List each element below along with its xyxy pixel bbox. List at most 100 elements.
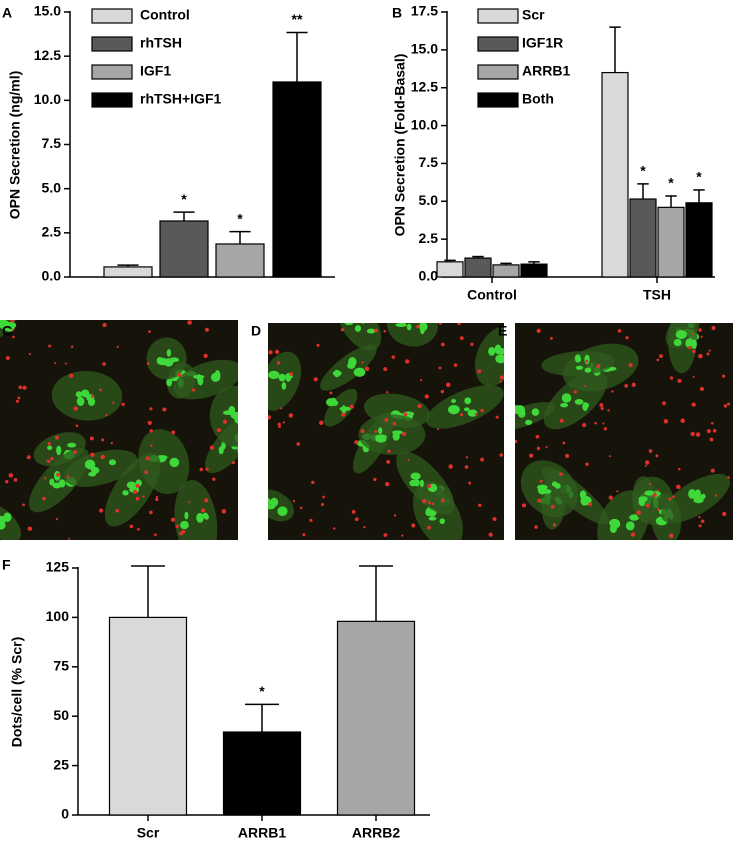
red-dot [73,406,78,411]
red-dot [711,325,716,330]
legend-label: ARRB1 [522,63,570,79]
x-tick-label: ARRB1 [238,825,286,841]
red-dot [480,408,484,413]
granule [467,409,478,417]
red-dot [422,498,427,504]
red-dot [55,518,59,521]
granule [392,431,400,441]
granule [108,459,117,466]
y-tick-label: 5.0 [42,179,62,195]
red-dot [147,420,152,425]
red-dot [162,407,167,412]
red-dot [521,503,526,508]
y-tick-label: 0.0 [419,268,439,284]
granule [580,497,588,506]
red-dot [179,531,183,536]
red-dot [110,441,114,445]
red-dot [648,449,653,453]
red-dot [288,413,294,418]
red-dot [585,462,589,467]
legend-label: rhTSH [140,35,182,51]
red-dot [607,409,610,412]
red-dot [42,496,47,501]
y-tick-label: 15.0 [411,41,438,57]
legend-swatch [477,92,519,108]
red-dot [277,422,281,426]
red-dot [624,383,629,388]
red-dot [354,440,359,445]
red-dot [559,472,563,476]
red-dot [177,372,182,377]
red-dot [710,421,714,425]
y-tick-label: 10.0 [34,91,61,107]
red-dot [280,407,283,410]
red-dot [135,496,140,501]
granule [537,485,548,495]
red-dot [656,489,659,492]
red-dot [680,418,685,423]
red-dot [302,533,306,537]
red-dot [149,407,153,411]
y-tick-label: 50 [53,707,69,723]
red-dot [453,363,458,367]
granule [419,479,424,488]
red-dot [644,460,650,465]
red-dot [552,523,557,527]
red-dot [5,479,9,484]
bar [103,266,153,278]
panel-letter: A [2,5,12,21]
red-dot [364,366,370,372]
red-dot [216,428,221,433]
red-dot [677,467,681,471]
red-dot [278,425,282,429]
granule [463,407,470,412]
micrograph [268,323,504,540]
red-dot [171,430,176,435]
bar [108,616,188,816]
legend-swatch [91,8,133,24]
granule [574,398,584,405]
red-dot [175,524,179,529]
granule [560,403,569,408]
panel-letter: F [2,557,11,573]
red-dot [17,396,21,400]
significance-label: * [259,683,265,699]
red-dot [617,329,622,333]
red-dot [201,508,206,513]
red-dot [18,385,23,390]
red-dot [11,328,15,331]
red-dot [274,349,280,355]
significance-label: * [696,169,702,185]
granule [561,393,572,403]
red-dot [276,361,281,365]
panel-letter: C [2,323,12,339]
red-dot [692,375,695,378]
red-dot [448,464,453,469]
red-dot [322,495,325,499]
granule [488,347,496,356]
y-axis-label: OPN Secretion (ng/ml) [7,71,23,220]
red-dot [583,385,586,388]
red-dot [292,499,296,503]
red-dot [534,525,538,529]
micrograph-content [515,323,733,540]
y-tick-label: 2.5 [42,224,62,240]
red-dot [296,442,300,446]
legend-swatch [477,8,519,24]
granule [163,358,174,367]
red-dot [468,481,472,485]
granule [691,339,697,350]
x-tick-label: TSH [643,287,671,303]
granule [366,328,376,334]
red-dot [64,362,67,365]
bar [629,198,657,278]
red-dot [13,478,18,482]
y-tick-label: 17.5 [411,3,438,19]
red-dot [144,470,149,475]
red-dot [89,436,94,441]
granule [75,391,83,398]
red-dot [712,428,717,433]
red-dot [652,492,657,498]
red-dot [66,475,70,479]
granule [625,521,635,531]
